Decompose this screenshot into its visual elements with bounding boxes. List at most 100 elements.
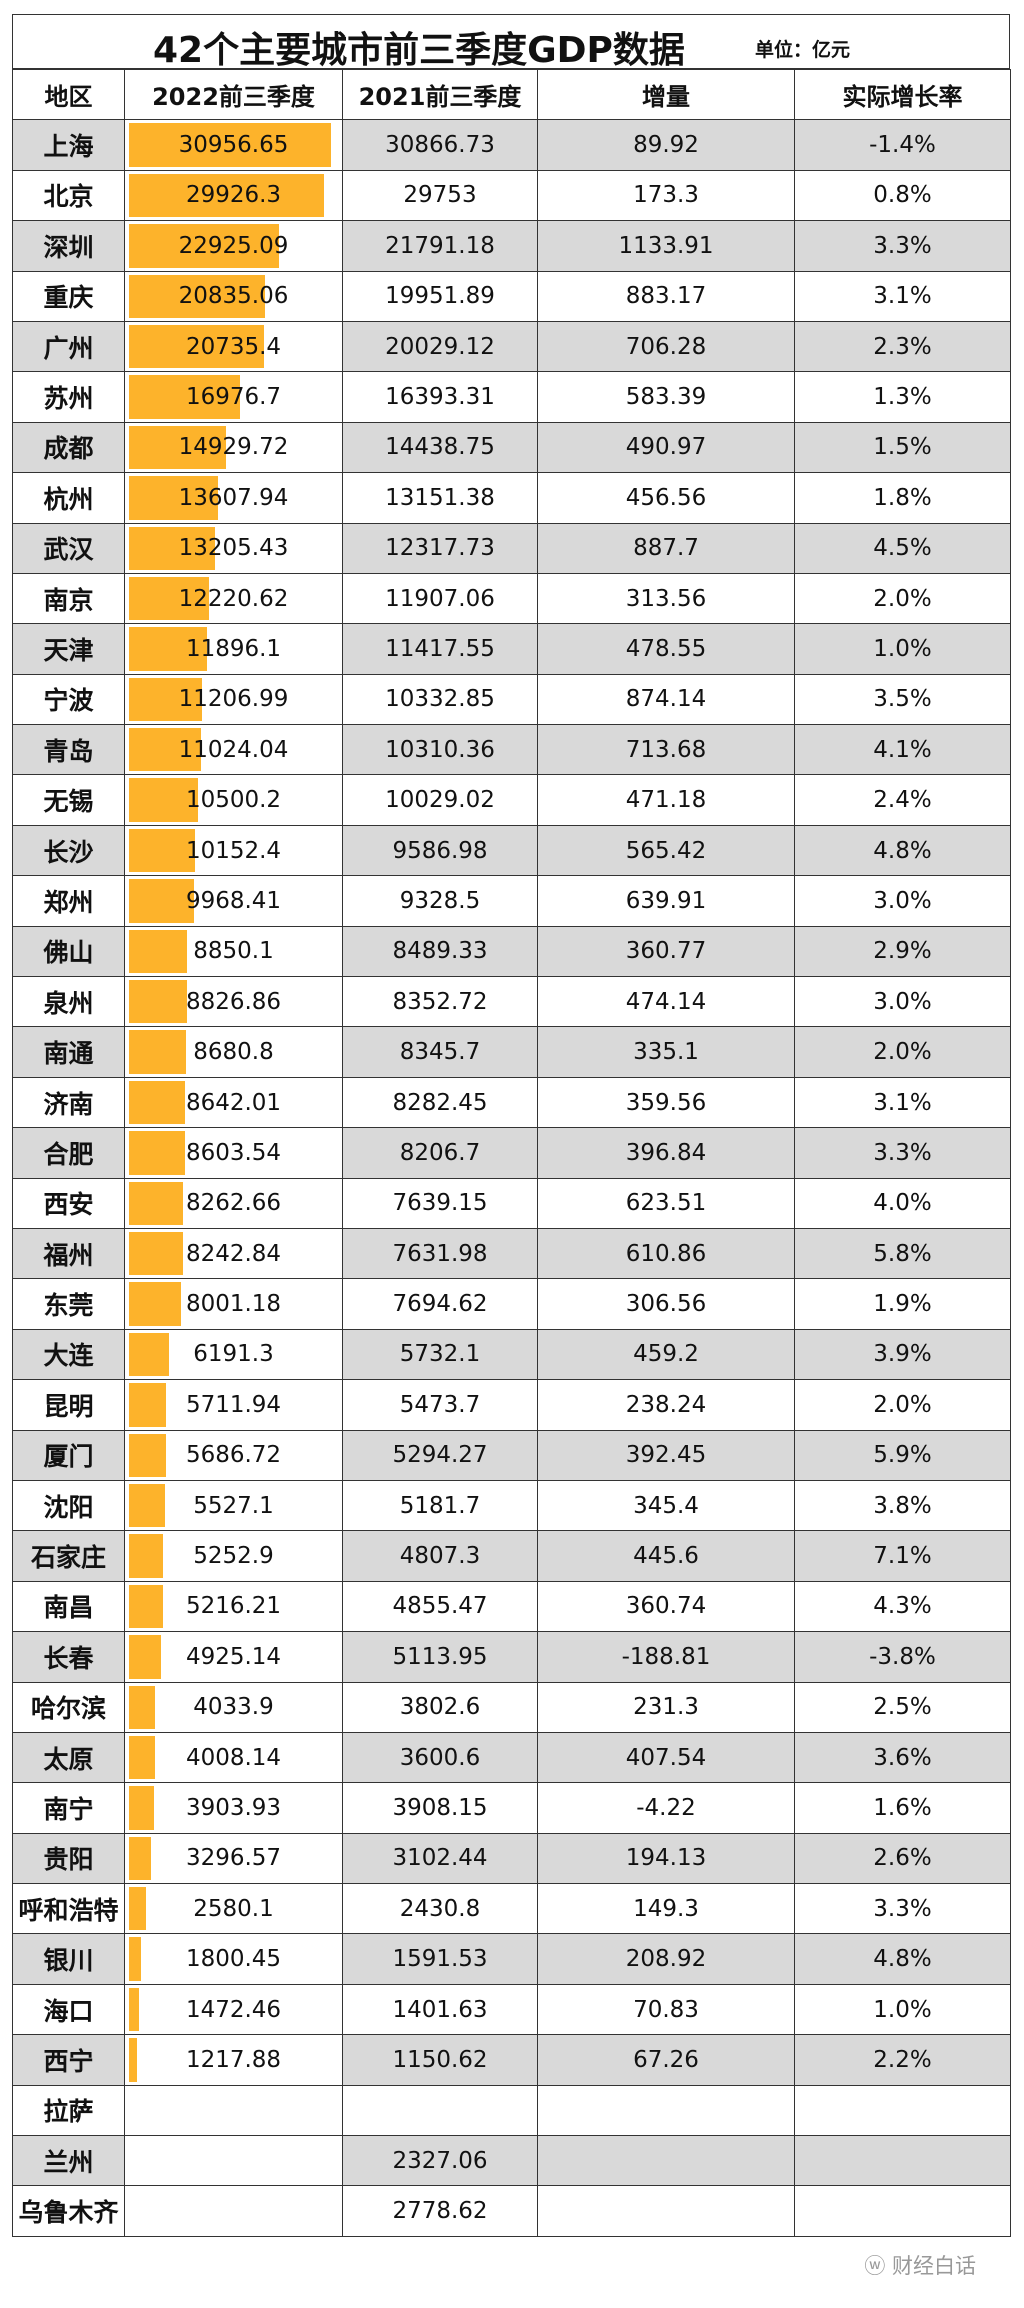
value-2022-cell: 14929.72	[124, 421, 343, 474]
growth-rate-cell: 4.8%	[794, 824, 1011, 877]
growth-rate-cell: 2.0%	[794, 1026, 1011, 1078]
growth-rate-cell: 4.5%	[794, 522, 1011, 574]
value-2022-cell: 8242.84	[124, 1227, 343, 1280]
value-2022-cell: 13205.43	[124, 522, 343, 574]
city-cell: 海口	[12, 1983, 125, 2036]
city-cell: 兰州	[12, 2135, 125, 2187]
gdp-bar-label: 8680.8	[193, 1039, 274, 1066]
gdp-bar	[129, 173, 325, 218]
value-2022-cell: 4008.14	[124, 1731, 343, 1784]
growth-rate-cell: 2.5%	[794, 1681, 1011, 1733]
value-2021-cell	[342, 2084, 538, 2137]
value-2022-cell: 8642.01	[124, 1076, 343, 1129]
increase-cell: 706.28	[537, 320, 795, 373]
table-body: 上海 30956.65 30866.73 89.92 -1.4% 北京 29926.3 297…	[12, 119, 1011, 2237]
value-2021-cell: 7639.15	[342, 1177, 538, 1229]
title-row: 42个主要城市前三季度GDP数据 单位：亿元	[12, 14, 1010, 71]
value-2022-cell: 11896.1	[124, 623, 343, 675]
increase-cell	[537, 2084, 795, 2137]
value-2022-cell: 5527.1	[124, 1479, 343, 1532]
growth-rate-cell: 3.0%	[794, 875, 1011, 927]
growth-rate-cell: 2.4%	[794, 774, 1011, 826]
value-2021-cell: 7631.98	[342, 1227, 538, 1280]
gdp-bar-label: 20835.06	[178, 283, 289, 310]
gdp-bar	[129, 1987, 139, 2032]
growth-rate-cell: 2.6%	[794, 1832, 1011, 1885]
table-row: 广州 20735.4 20029.12 706.28 2.3%	[12, 320, 1011, 373]
gdp-bar-label: 10500.2	[185, 787, 282, 814]
growth-rate-cell: 4.1%	[794, 724, 1011, 776]
gdp-bar-label: 5252.9	[193, 1543, 274, 1570]
increase-cell: 471.18	[537, 774, 795, 826]
gdp-bar-label: 14929.72	[178, 434, 289, 461]
table-row: 昆明 5711.94 5473.7 238.24 2.0%	[12, 1379, 1011, 1431]
gdp-bar-label: 8001.18	[185, 1291, 282, 1318]
increase-cell: 478.55	[537, 623, 795, 675]
value-2021-cell: 8206.7	[342, 1127, 538, 1179]
value-2021-cell: 2430.8	[342, 1883, 538, 1935]
growth-rate-cell: 0.8%	[794, 169, 1011, 222]
growth-rate-cell: 1.0%	[794, 1983, 1011, 2036]
growth-rate-cell: 5.9%	[794, 1429, 1011, 1481]
gdp-bar-label: 5216.21	[185, 1593, 282, 1620]
growth-rate-cell	[794, 2084, 1011, 2137]
table-row: 福州 8242.84 7631.98 610.86 5.8%	[12, 1227, 1011, 1280]
value-2022-cell: 10152.4	[124, 824, 343, 877]
table-row: 石家庄 5252.9 4807.3 445.6 7.1%	[12, 1530, 1011, 1582]
gdp-bar	[129, 1080, 186, 1125]
increase-cell: 208.92	[537, 1933, 795, 1985]
gdp-bar	[129, 324, 265, 369]
city-cell: 深圳	[12, 220, 125, 272]
value-2021-cell: 8282.45	[342, 1076, 538, 1129]
table-row: 北京 29926.3 29753 173.3 0.8%	[12, 169, 1011, 222]
growth-rate-cell: 3.3%	[794, 1127, 1011, 1179]
city-cell: 广州	[12, 320, 125, 373]
city-cell: 乌鲁木齐	[12, 2185, 125, 2237]
table-row: 天津 11896.1 11417.55 478.55 1.0%	[12, 623, 1011, 675]
value-2022-cell: 1217.88	[124, 2034, 343, 2086]
gdp-bar-label: 5527.1	[193, 1492, 274, 1519]
gdp-bar	[129, 1231, 183, 1276]
gdp-bar	[129, 980, 187, 1024]
increase-cell: 360.77	[537, 925, 795, 978]
city-cell: 石家庄	[12, 1530, 125, 1582]
city-cell: 呼和浩特	[12, 1883, 125, 1935]
table-row: 成都 14929.72 14438.75 490.97 1.5%	[12, 421, 1011, 474]
city-cell: 合肥	[12, 1127, 125, 1179]
value-2021-cell: 3908.15	[342, 1782, 538, 1834]
table-row: 哈尔滨 4033.9 3802.6 231.3 2.5%	[12, 1681, 1011, 1733]
value-2021-cell: 30866.73	[342, 119, 538, 171]
increase-cell: 407.54	[537, 1731, 795, 1784]
value-2022-cell: 5711.94	[124, 1379, 343, 1431]
value-2022-cell: 8680.8	[124, 1026, 343, 1078]
gdp-bar	[129, 1887, 146, 1931]
increase-cell: 1133.91	[537, 220, 795, 272]
gdp-bar-label: 13607.94	[178, 484, 289, 511]
table-row: 南通 8680.8 8345.7 335.1 2.0%	[12, 1026, 1011, 1078]
city-cell: 大连	[12, 1328, 125, 1381]
city-cell: 郑州	[12, 875, 125, 927]
table-row: 宁波 11206.99 10332.85 874.14 3.5%	[12, 673, 1011, 726]
growth-rate-cell: 2.2%	[794, 2034, 1011, 2086]
gdp-bar-label: 1217.88	[185, 2046, 282, 2073]
increase-cell: 335.1	[537, 1026, 795, 1078]
value-2022-cell: 9968.41	[124, 875, 343, 927]
increase-cell: 887.7	[537, 522, 795, 574]
increase-cell: 874.14	[537, 673, 795, 726]
gdp-table: 地区 2022前三季度 2021前三季度 增量 实际增长率 上海 30956.65…	[12, 68, 1011, 2237]
city-cell: 宁波	[12, 673, 125, 726]
table-row: 长春 4925.14 5113.95 -188.81 -3.8%	[12, 1631, 1011, 1683]
gdp-bar-label: 12220.62	[178, 585, 289, 612]
city-cell: 苏州	[12, 371, 125, 423]
gdp-bar-label: 8603.54	[185, 1139, 282, 1166]
gdp-bar-label: 8262.66	[185, 1190, 282, 1217]
table-row: 郑州 9968.41 9328.5 639.91 3.0%	[12, 875, 1011, 927]
value-2022-cell: 3903.93	[124, 1782, 343, 1834]
increase-cell: 565.42	[537, 824, 795, 877]
growth-rate-cell: 4.3%	[794, 1580, 1011, 1633]
gdp-bar-label: 16976.7	[185, 384, 282, 411]
gdp-bar	[129, 274, 265, 318]
value-2022-cell: 3296.57	[124, 1832, 343, 1885]
gdp-bar	[129, 526, 216, 570]
table-row: 杭州 13607.94 13151.38 456.56 1.8%	[12, 472, 1011, 524]
